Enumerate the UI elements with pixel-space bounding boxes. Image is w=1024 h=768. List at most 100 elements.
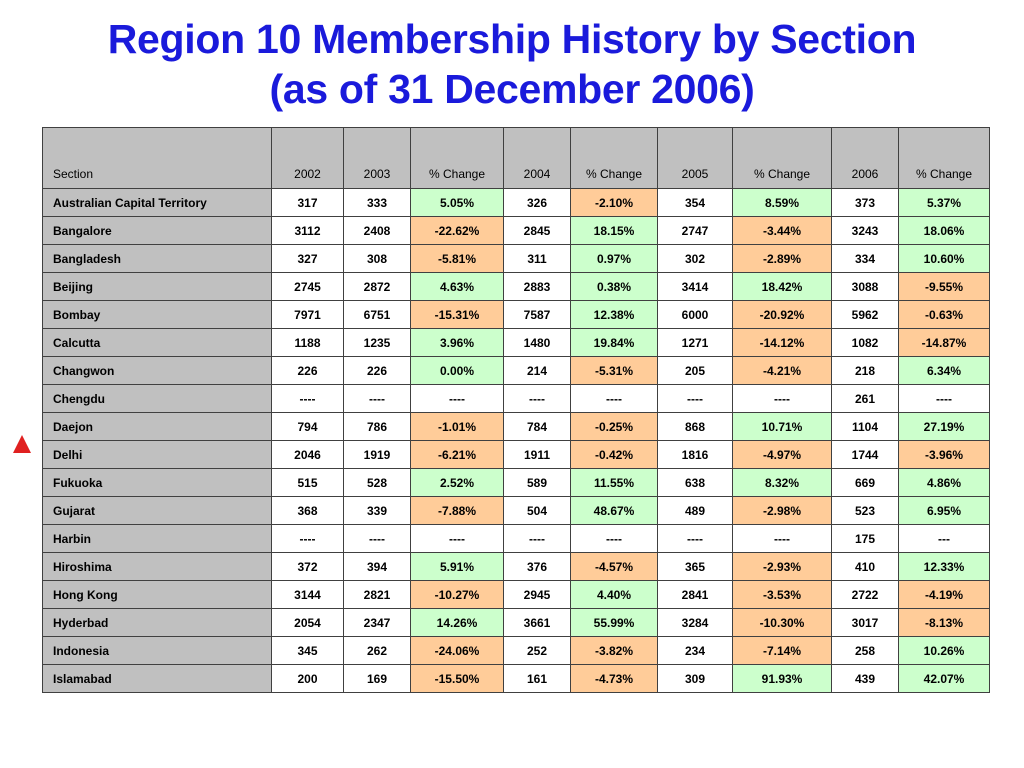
percent-change-cell: -15.31%	[410, 300, 504, 329]
table-row: Indonesia 345 262 -24.06% 252 -3.82% 234 -7.14%…	[42, 636, 990, 665]
percent-change-cell: -6.21%	[410, 440, 504, 469]
member-count-cell: 169	[343, 664, 411, 693]
table-row: Hyderbad 2054 2347 14.26% 3661 55.99% 3284 -10.…	[42, 608, 990, 637]
percent-change-cell: -1.01%	[410, 412, 504, 441]
percent-change-cell: -7.14%	[732, 636, 832, 665]
percent-change-cell: ----	[570, 384, 658, 413]
member-count-cell: 1188	[271, 328, 344, 357]
percent-change-cell: 12.33%	[898, 552, 990, 581]
member-count-cell: 327	[271, 244, 344, 273]
table-row: Bombay 7971 6751 -15.31% 7587 12.38% 6000 -20.9…	[42, 300, 990, 329]
percent-change-cell: -7.88%	[410, 496, 504, 525]
member-count-cell: 6000	[657, 300, 733, 329]
table-row: Daejon 794 786 -1.01% 784 -0.25% 868 10.71% 1104…	[42, 412, 990, 441]
section-name-cell: Fukuoka	[42, 468, 272, 497]
member-count-cell: 7587	[503, 300, 571, 329]
member-count-cell: 786	[343, 412, 411, 441]
member-count-cell: 373	[831, 188, 899, 217]
member-count-cell: 258	[831, 636, 899, 665]
percent-change-cell: 8.59%	[732, 188, 832, 217]
member-count-cell: 365	[657, 552, 733, 581]
percent-change-cell: -5.31%	[570, 356, 658, 385]
member-count-cell: 3414	[657, 272, 733, 301]
member-count-cell: 317	[271, 188, 344, 217]
column-header: 2003	[343, 127, 411, 189]
column-header: 2004	[503, 127, 571, 189]
table-row: Bangladesh 327 308 -5.81% 311 0.97% 302 -2.89% 3…	[42, 244, 990, 273]
percent-change-cell: -14.12%	[732, 328, 832, 357]
member-count-cell: ----	[657, 384, 733, 413]
percent-change-cell: 12.38%	[570, 300, 658, 329]
member-count-cell: 3661	[503, 608, 571, 637]
column-header: % Change	[570, 127, 658, 189]
member-count-cell: 345	[271, 636, 344, 665]
title-line-1: Region 10 Membership History by Section	[107, 16, 917, 62]
percent-change-cell: 91.93%	[732, 664, 832, 693]
member-count-cell: 6751	[343, 300, 411, 329]
percent-change-cell: 18.06%	[898, 216, 990, 245]
section-name-cell: Australian Capital Territory	[42, 188, 272, 217]
slide-title: Region 10 Membership History by Section …	[0, 14, 1024, 114]
member-count-cell: 5962	[831, 300, 899, 329]
section-name-cell: Hyderbad	[42, 608, 272, 637]
member-count-cell: 2722	[831, 580, 899, 609]
member-count-cell: 175	[831, 524, 899, 553]
section-name-cell: Indonesia	[42, 636, 272, 665]
member-count-cell: 161	[503, 664, 571, 693]
member-count-cell: 3088	[831, 272, 899, 301]
member-count-cell: 1816	[657, 440, 733, 469]
member-count-cell: 2747	[657, 216, 733, 245]
table-row: Chengdu ---- ---- ---- ---- ---- ---- ---- 261 --…	[42, 384, 990, 413]
percent-change-cell: 18.42%	[732, 272, 832, 301]
table-row: Beijing 2745 2872 4.63% 2883 0.38% 3414 18.42% 3…	[42, 272, 990, 301]
member-count-cell: 589	[503, 468, 571, 497]
percent-change-cell: -2.89%	[732, 244, 832, 273]
percent-change-cell: -3.96%	[898, 440, 990, 469]
percent-change-cell: -0.25%	[570, 412, 658, 441]
member-count-cell: 218	[831, 356, 899, 385]
percent-change-cell: 10.60%	[898, 244, 990, 273]
member-count-cell: 394	[343, 552, 411, 581]
member-count-cell: 1480	[503, 328, 571, 357]
percent-change-cell: 42.07%	[898, 664, 990, 693]
member-count-cell: 262	[343, 636, 411, 665]
column-header: 2002	[271, 127, 344, 189]
section-name-cell: Chengdu	[42, 384, 272, 413]
percent-change-cell: 4.40%	[570, 580, 658, 609]
member-count-cell: 226	[271, 356, 344, 385]
percent-change-cell: -4.97%	[732, 440, 832, 469]
percent-change-cell: 4.63%	[410, 272, 504, 301]
member-count-cell: ----	[343, 524, 411, 553]
member-count-cell: 2046	[271, 440, 344, 469]
column-header: % Change	[898, 127, 990, 189]
member-count-cell: 2745	[271, 272, 344, 301]
percent-change-cell: 8.32%	[732, 468, 832, 497]
table-row: Delhi 2046 1919 -6.21% 1911 -0.42% 1816 -4.97% 1…	[42, 440, 990, 469]
member-count-cell: 2872	[343, 272, 411, 301]
member-count-cell: ----	[503, 524, 571, 553]
member-count-cell: 252	[503, 636, 571, 665]
member-count-cell: 410	[831, 552, 899, 581]
section-name-cell: Calcutta	[42, 328, 272, 357]
percent-change-cell: 55.99%	[570, 608, 658, 637]
section-name-cell: Hiroshima	[42, 552, 272, 581]
member-count-cell: 784	[503, 412, 571, 441]
column-header: 2006	[831, 127, 899, 189]
percent-change-cell: 0.00%	[410, 356, 504, 385]
member-count-cell: 794	[271, 412, 344, 441]
member-count-cell: 1919	[343, 440, 411, 469]
percent-change-cell: 11.55%	[570, 468, 658, 497]
percent-change-cell: 2.52%	[410, 468, 504, 497]
percent-change-cell: 5.05%	[410, 188, 504, 217]
member-count-cell: 638	[657, 468, 733, 497]
percent-change-cell: ----	[898, 384, 990, 413]
member-count-cell: 2883	[503, 272, 571, 301]
table-row: Gujarat 368 339 -7.88% 504 48.67% 489 -2.98% 523…	[42, 496, 990, 525]
percent-change-cell: 10.26%	[898, 636, 990, 665]
member-count-cell: 339	[343, 496, 411, 525]
member-count-cell: ----	[271, 384, 344, 413]
percent-change-cell: 48.67%	[570, 496, 658, 525]
member-count-cell: ----	[343, 384, 411, 413]
percent-change-cell: -14.87%	[898, 328, 990, 357]
member-count-cell: 1235	[343, 328, 411, 357]
